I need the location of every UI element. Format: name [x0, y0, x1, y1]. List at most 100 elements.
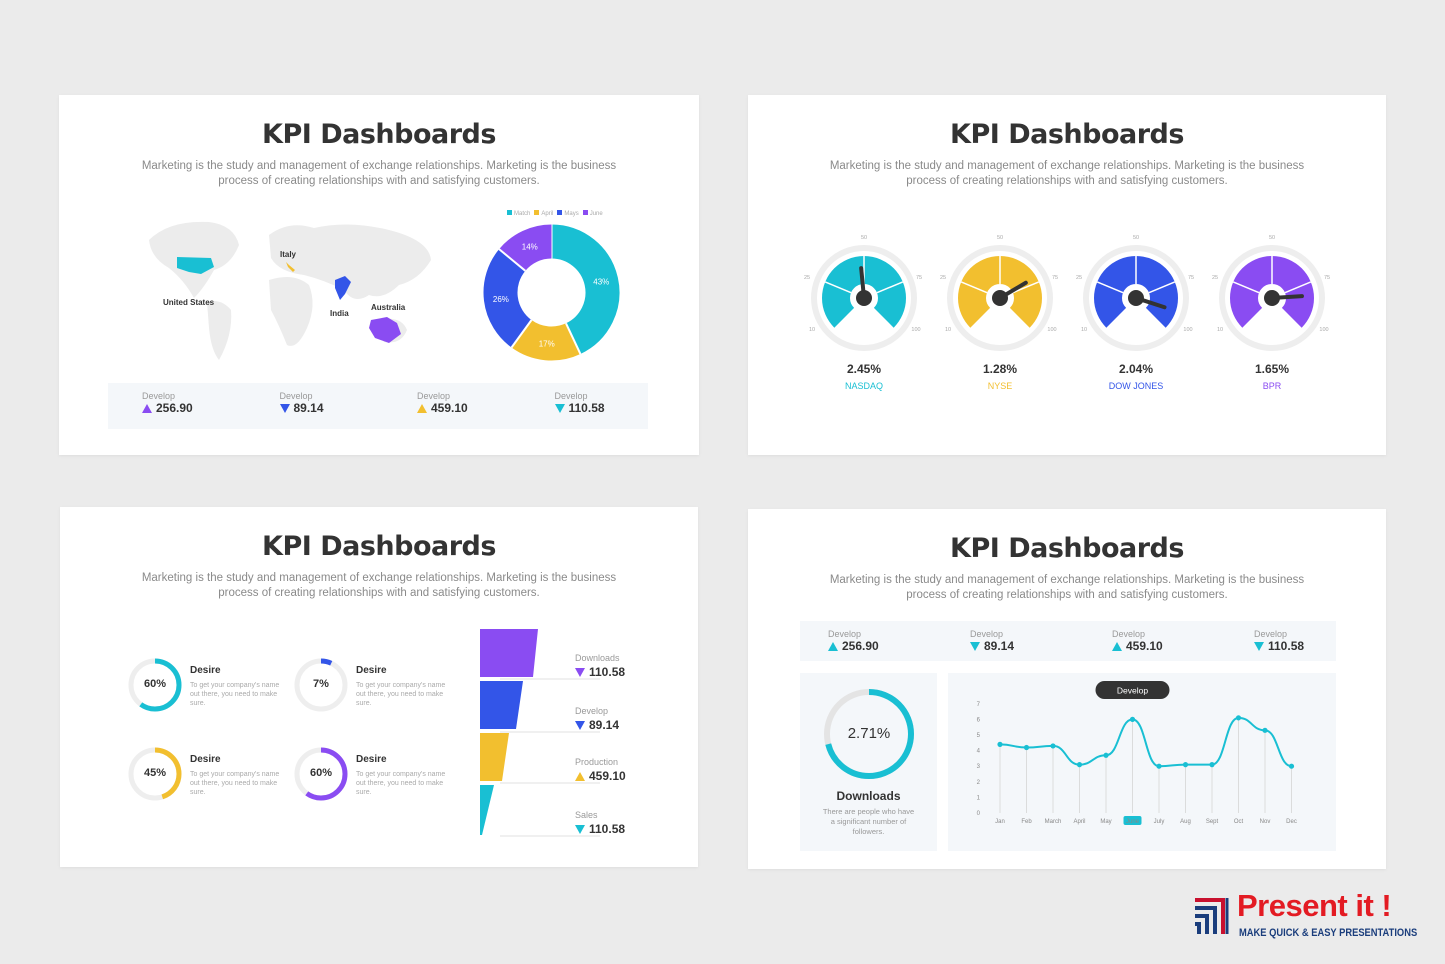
slide-title: KPI Dashboards	[262, 119, 496, 150]
gauge-tick-label: 75	[1188, 275, 1194, 281]
gauge-name: DOW JONES	[1108, 381, 1164, 391]
gauge-dial: 25 50 75 10 100	[1212, 235, 1330, 351]
desc-line: a significant number of	[830, 817, 907, 826]
stat-number: 110.58	[1268, 639, 1305, 653]
data-point	[1209, 762, 1215, 768]
brand-logo: Present it ! MAKE QUICK & EASY PRESENTAT…	[1193, 888, 1423, 942]
gauge-hub	[856, 290, 872, 306]
downloads-pct: 2.71%	[847, 725, 891, 742]
gauge-tick-label: 10	[945, 327, 951, 333]
progress-ring	[294, 747, 348, 801]
y-tick-label: 0	[977, 811, 981, 817]
stat-number: 89.14	[984, 639, 1015, 653]
slide-subtitle: Marketing is the study and management of…	[130, 571, 628, 600]
stat-item: Develop 256.90	[828, 629, 879, 653]
stat-label: Develop	[1112, 629, 1146, 639]
stat-label: Develop	[828, 629, 862, 639]
triangle-down-icon	[575, 721, 585, 731]
data-point	[1103, 752, 1109, 758]
ring-progress	[128, 658, 182, 712]
funnel-connector	[500, 731, 600, 733]
funnel-connector	[500, 678, 600, 680]
ring-percent: 60%	[309, 767, 333, 779]
downloads-ring	[824, 689, 914, 779]
stat-item: Develop 459.10	[417, 391, 468, 415]
stat-value: 256.90	[142, 401, 193, 415]
ring-progress	[824, 689, 914, 779]
gauge-divider	[1096, 281, 1124, 294]
line-chart-card: 0 1 2 3 4 5 6 7 Jan Feb March April May June July Aug Se…	[948, 673, 1336, 851]
gauge-value: 2.04%	[1118, 362, 1154, 376]
gauge-divider	[1232, 281, 1260, 294]
stat-value: 89.14	[970, 639, 1014, 653]
slide-line-chart[interactable]: KPI Dashboards Marketing is the study an…	[748, 509, 1386, 869]
ring-title: Desire	[356, 665, 387, 676]
stat-item: Develop 89.14	[970, 629, 1014, 653]
gauge-divider	[960, 281, 988, 294]
stat-value: 256.90	[828, 639, 879, 653]
stat-item: Develop 89.14	[279, 391, 324, 415]
gauge-divider	[1012, 281, 1040, 294]
stat-label: Develop	[417, 391, 451, 401]
map-label-australia: Australia	[371, 303, 406, 312]
donut-label: 17%	[539, 339, 555, 348]
triangle-down-icon	[575, 825, 585, 835]
gauge-tick-label: 75	[1052, 275, 1058, 281]
slide-rings-funnel[interactable]: KPI Dashboards Marketing is the study an…	[60, 507, 698, 867]
map-label-us: United States	[163, 298, 215, 307]
y-tick-label: 1	[977, 795, 981, 801]
triangle-up-icon	[575, 772, 585, 782]
y-tick-label: 5	[977, 733, 981, 739]
stats-bar: Develop 256.90 Develop 89.14 Develop 459.10 De…	[108, 383, 648, 429]
funnel-label: Downloads	[575, 653, 620, 663]
gauge-tick-label: 25	[1212, 275, 1218, 281]
data-point	[1129, 716, 1136, 722]
triangle-down-icon	[970, 642, 980, 652]
x-tick-label: Aug	[1180, 819, 1191, 825]
x-tick-label: Oct	[1234, 819, 1244, 825]
gauge-name: NYSE	[987, 381, 1013, 391]
downloads-title: Downloads	[836, 789, 901, 803]
gauge-divider	[1284, 281, 1312, 294]
data-point	[1076, 762, 1083, 768]
y-tick-label: 3	[977, 764, 981, 770]
x-tick-label: Sept	[1206, 819, 1219, 825]
stat-number: 89.14	[293, 401, 324, 415]
donut-chart: 43% 17% 26% 14%	[483, 224, 620, 361]
donut-label: 14%	[522, 242, 538, 251]
stat-number: 256.90	[156, 401, 193, 415]
slide-title: KPI Dashboards	[262, 531, 496, 562]
legend-label: June	[589, 211, 603, 217]
donut-label: 26%	[493, 295, 509, 304]
x-tick-highlight	[1123, 816, 1142, 825]
gauge-tick-label: 50	[1133, 235, 1139, 241]
slide-world-map[interactable]: KPI Dashboards Marketing is the study an…	[59, 95, 699, 455]
donut-separator	[565, 322, 582, 355]
funnel-label: Production	[575, 757, 619, 767]
slide-subtitle: Marketing is the study and management of…	[818, 159, 1316, 188]
progress-ring	[128, 658, 182, 712]
ring-progress	[128, 747, 182, 801]
donut-label: 43%	[593, 277, 609, 286]
progress-ring	[128, 747, 182, 801]
ring-title: Desire	[190, 754, 221, 765]
gauge-tick-label: 75	[1324, 275, 1330, 281]
gauge-dial: 25 50 75 10 100	[804, 235, 922, 351]
gauge-hub	[1128, 290, 1144, 306]
slide-gauges[interactable]: KPI Dashboards Marketing is the study an…	[748, 95, 1386, 455]
stat-label: Develop	[279, 391, 313, 401]
gauge-value: 1.65%	[1254, 362, 1290, 376]
map-label-india: India	[330, 309, 349, 318]
y-tick-label: 2	[977, 780, 981, 786]
gauge-tick-label: 100	[1047, 327, 1056, 333]
stat-item: Develop 110.58	[554, 391, 605, 415]
triangle-down-icon	[575, 668, 585, 678]
gauge-tick-label: 50	[1269, 235, 1275, 241]
gauge-tick-label: 25	[1076, 275, 1082, 281]
australia-shape	[369, 317, 401, 343]
y-tick-label: 6	[977, 717, 981, 723]
x-tick-label: Jan	[995, 819, 1005, 825]
stat-value: 89.14	[279, 401, 324, 415]
stat-label: Develop	[554, 391, 588, 401]
brand-name: Present it !	[1237, 888, 1392, 923]
